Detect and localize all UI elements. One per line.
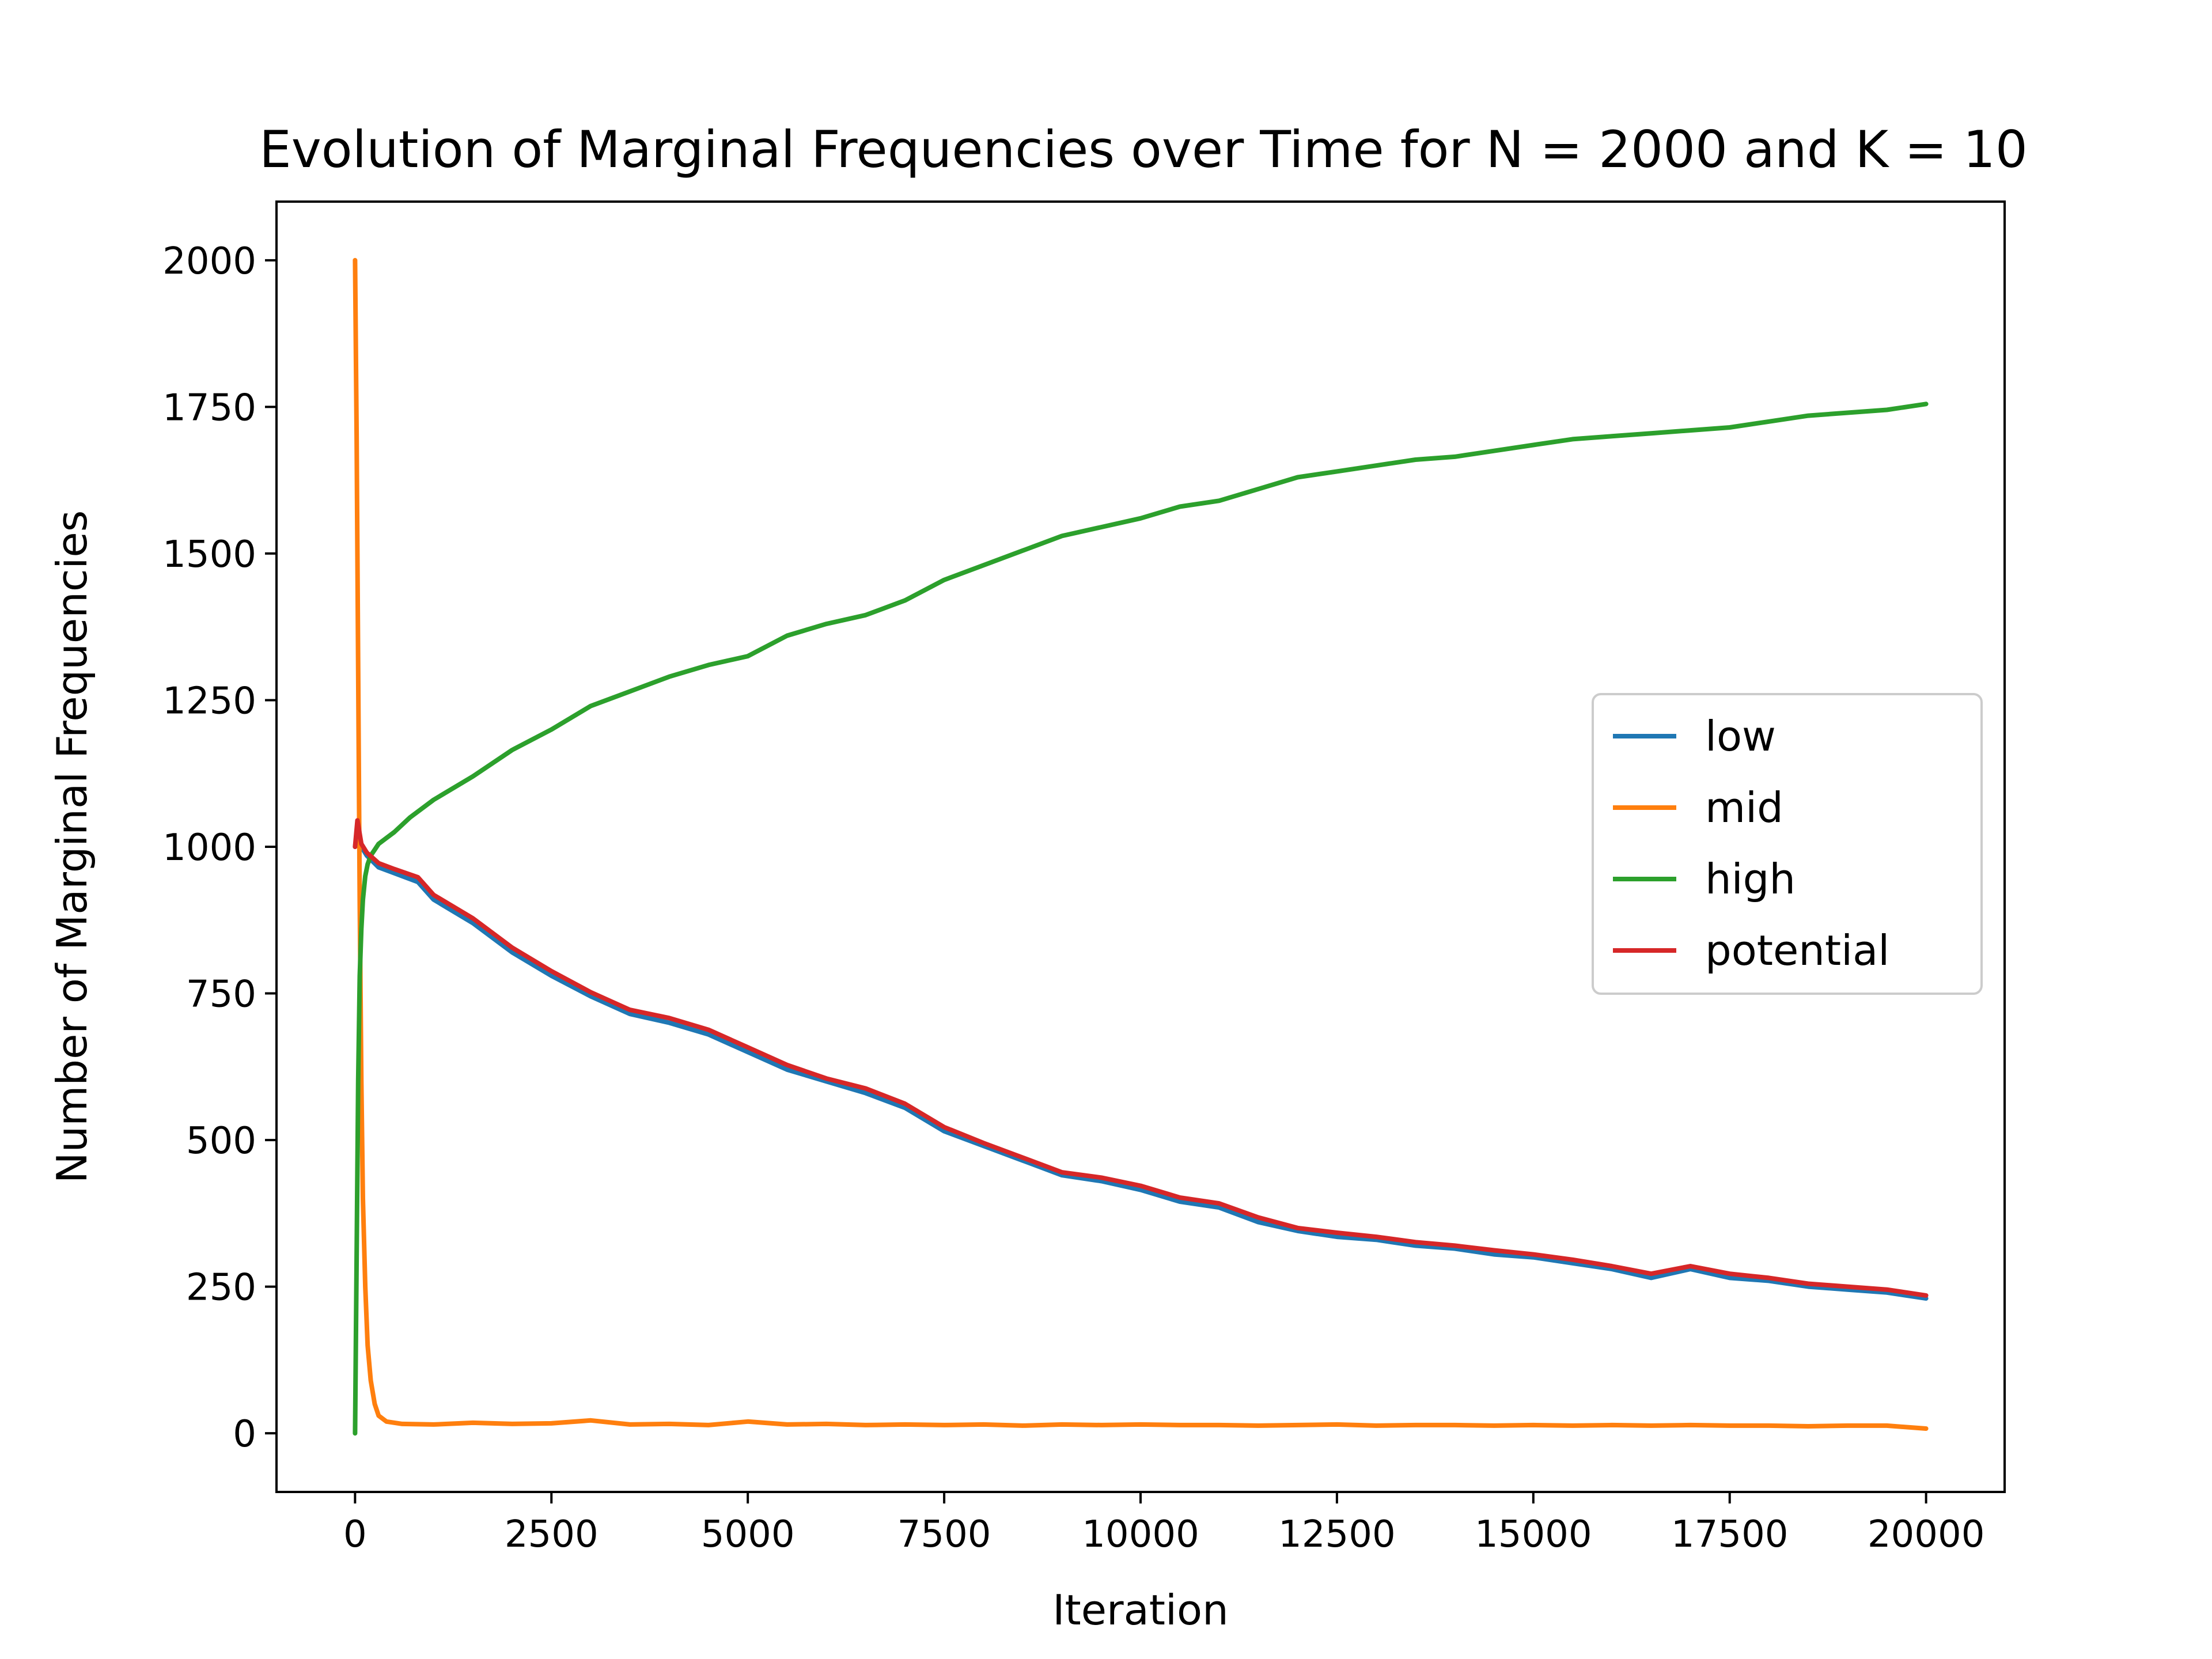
- x-tick-label: 0: [343, 1513, 367, 1556]
- y-tick-label: 0: [233, 1413, 256, 1456]
- x-tick-label: 2500: [505, 1513, 599, 1556]
- legend-label-high: high: [1705, 855, 1796, 903]
- x-tick-label: 12500: [1278, 1513, 1396, 1556]
- series-line-low: [353, 827, 1929, 1301]
- legend-label-potential: potential: [1705, 926, 1889, 975]
- y-tick-label: 1500: [162, 533, 256, 576]
- x-tick-label: 5000: [701, 1513, 795, 1556]
- legend-label-mid: mid: [1705, 783, 1783, 832]
- x-tick-label: 20000: [1868, 1513, 1985, 1556]
- y-tick-label: 750: [186, 974, 256, 1016]
- x-tick-label: 7500: [897, 1513, 991, 1556]
- y-tick-label: 1750: [162, 387, 256, 429]
- x-tick-label: 10000: [1082, 1513, 1199, 1556]
- x-tick-label: 15000: [1475, 1513, 1592, 1556]
- legend-box: [1592, 693, 1983, 995]
- y-axis: 0 250 500 750 1000 1250 1500 1750 2000: [162, 240, 276, 1456]
- y-tick-label: 1000: [162, 827, 256, 869]
- plot-lines: [353, 257, 1929, 1436]
- x-tick-label: 17500: [1671, 1513, 1789, 1556]
- series-line-high: [353, 402, 1929, 1436]
- y-tick-label: 250: [186, 1267, 256, 1309]
- series-line-potential: [353, 818, 1929, 1298]
- legend: low mid high potential: [1592, 693, 1983, 995]
- y-tick-label: 2000: [162, 240, 256, 283]
- y-axis-label: Number of Marginal Frequencies: [48, 510, 96, 1184]
- y-tick-label: 1250: [162, 680, 256, 722]
- x-axis-label: Iteration: [1052, 1586, 1228, 1634]
- legend-label-low: low: [1705, 712, 1776, 760]
- y-tick-label: 500: [186, 1120, 256, 1162]
- series-line-mid: [353, 257, 1929, 1431]
- x-axis: 0 2500 5000 7500 10000 12500 15000 17500 20000: [343, 1492, 1984, 1556]
- chart-title: Evolution of Marginal Frequencies over T…: [259, 120, 2028, 179]
